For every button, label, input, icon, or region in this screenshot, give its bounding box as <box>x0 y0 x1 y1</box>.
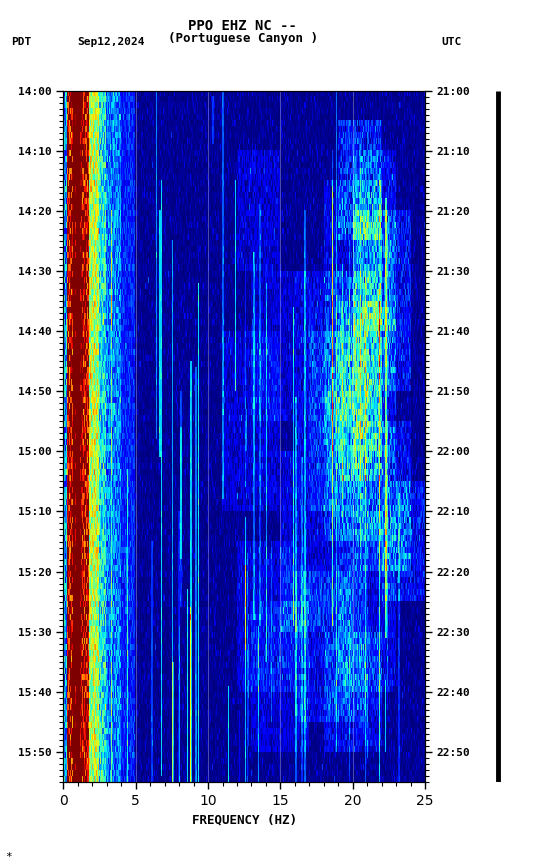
X-axis label: FREQUENCY (HZ): FREQUENCY (HZ) <box>192 813 297 826</box>
Text: (Portuguese Canyon ): (Portuguese Canyon ) <box>168 32 318 45</box>
Text: PPO EHZ NC --: PPO EHZ NC -- <box>188 19 298 33</box>
Text: *: * <box>6 852 12 861</box>
Text: Sep12,2024: Sep12,2024 <box>77 37 145 48</box>
Text: PDT: PDT <box>11 37 31 48</box>
Text: UTC: UTC <box>442 37 462 48</box>
